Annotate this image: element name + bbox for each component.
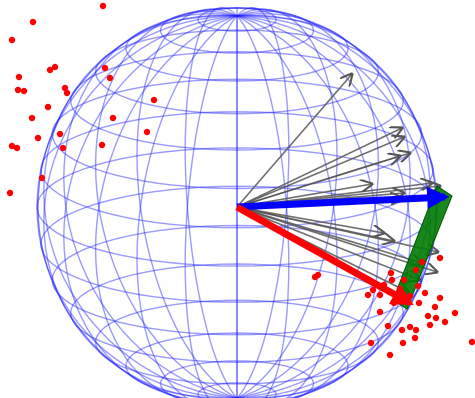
scatter-point [451, 309, 459, 317]
scatter-point [398, 326, 406, 334]
longitude-line [63, 12, 238, 398]
scatter-point [386, 351, 394, 359]
scatter-point [63, 89, 71, 97]
longitude-line [236, 6, 290, 398]
scatter-point [6, 189, 14, 197]
scatter-point [441, 318, 449, 326]
scatter-point [311, 273, 319, 281]
scatter-point [51, 63, 59, 71]
scatter-point [29, 18, 37, 26]
scatter-point [99, 2, 107, 10]
scatter-point [109, 114, 117, 122]
scatter-point [400, 276, 408, 284]
scatter-point [101, 64, 109, 72]
latitude-line [197, 382, 277, 398]
scatter-point [106, 74, 114, 82]
scatter-point [388, 276, 396, 284]
longitude-line [43, 15, 238, 398]
gray-vectors [236, 74, 440, 292]
scatter-point [387, 269, 395, 277]
scatter-point [426, 321, 434, 329]
scatter-point [143, 128, 151, 136]
scatter-point [46, 66, 54, 74]
latitude-line [125, 14, 349, 82]
scatter-point [15, 73, 23, 81]
gray-vector [236, 206, 384, 233]
scatter-point [8, 36, 16, 44]
scatter-point [399, 339, 407, 347]
latitude-line [69, 50, 404, 151]
longitude-line [184, 6, 238, 398]
longitude-line [236, 8, 338, 398]
scatter-point [384, 322, 392, 330]
scatter-point [411, 334, 419, 342]
scatter-point [431, 303, 439, 311]
scatter-point [44, 103, 52, 111]
latitude-line [40, 111, 434, 229]
mean-vectors [235, 186, 450, 307]
gray-vector [236, 137, 404, 208]
scatter-points-back [6, 2, 158, 197]
scatter-point [412, 266, 420, 274]
scatter-point [13, 144, 21, 152]
gray-vector [236, 74, 352, 208]
scatter-point [38, 174, 46, 182]
scatter-point [20, 87, 28, 95]
scatter-point [150, 96, 158, 104]
scatter-point [56, 130, 64, 138]
longitude-line [136, 15, 238, 398]
gray-vector [236, 206, 438, 252]
scatter-point [418, 258, 426, 266]
latitude-line [69, 263, 404, 364]
scatter-point [406, 323, 414, 331]
scatter-point [415, 299, 423, 307]
scatter-point [414, 282, 422, 290]
scatter-point [376, 308, 384, 316]
scatter-point [98, 141, 106, 149]
latitude-line [159, 7, 315, 54]
scatter-point [436, 294, 444, 302]
longitude-line [43, 14, 238, 398]
scatter-point [376, 291, 384, 299]
scatter-point [367, 339, 375, 347]
scatter-point [8, 142, 16, 150]
scatter-point [369, 286, 377, 294]
scatter-point [468, 338, 475, 346]
scatter-point [34, 134, 42, 142]
scatter-point [14, 86, 22, 94]
red-mean-vector [235, 203, 414, 307]
scatter-point [424, 312, 432, 320]
longitude-line [236, 15, 411, 398]
scatter-point [421, 289, 429, 297]
scatter-point [364, 291, 372, 299]
longitude-line [236, 15, 290, 398]
latitude-line [159, 360, 315, 398]
longitude-line [184, 15, 238, 398]
longitude-line [236, 12, 411, 398]
longitude-line [136, 8, 238, 398]
scatter-point [396, 285, 404, 293]
scatter-point [432, 314, 440, 322]
latitude-line [36, 147, 438, 267]
scatter-point [412, 326, 420, 334]
sphere-wireframe [36, 6, 438, 398]
latitude-line [125, 332, 349, 398]
scatter-point [61, 84, 69, 92]
latitude-line [40, 185, 434, 303]
gray-vector [236, 128, 402, 208]
blue-mean-vector [236, 186, 450, 211]
gray-vector [236, 206, 420, 280]
gray-vector [236, 206, 437, 272]
longitude-line [63, 15, 238, 398]
scatter-point [28, 114, 36, 122]
latitude-line [94, 299, 380, 385]
longitude-line [236, 15, 338, 398]
latitude-line [94, 29, 380, 115]
longitude-line [36, 15, 238, 398]
scatter-point [436, 254, 444, 262]
scatter-point [59, 144, 67, 152]
gray-vector [236, 156, 400, 208]
